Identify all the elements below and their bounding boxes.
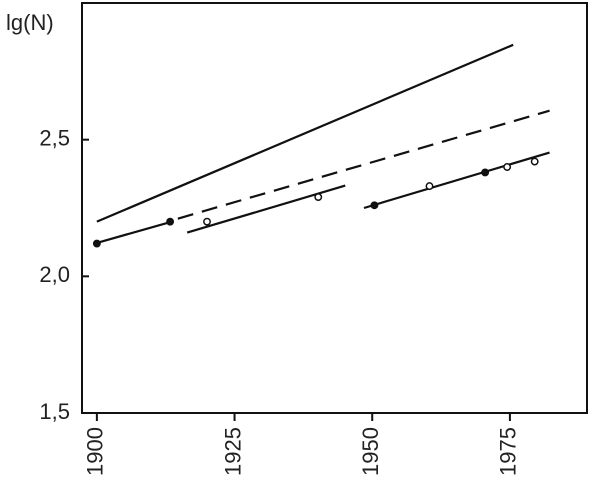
trend-line [94, 220, 173, 245]
data-point [203, 217, 211, 226]
x-tick-label: 1950 [358, 427, 383, 476]
data-point [314, 193, 323, 202]
data-point [530, 157, 539, 166]
plot-frame [81, 2, 588, 414]
y-tick-label: 1,5 [39, 399, 70, 424]
trend-line [363, 151, 550, 210]
data-point [481, 168, 490, 177]
x-tick-label: 1900 [83, 427, 108, 476]
data-point [425, 182, 434, 191]
y-axis-label: lg(N) [6, 10, 54, 35]
y-tick-label: 2,5 [39, 125, 70, 150]
data-point [503, 163, 512, 171]
data-point [166, 217, 175, 226]
data-point [370, 201, 379, 210]
data-point [92, 239, 101, 248]
y-tick-label: 2,0 [39, 262, 70, 287]
x-tick-label: 1975 [496, 427, 521, 476]
trend-line [177, 109, 550, 220]
trend-line [96, 43, 514, 223]
x-tick-label: 1925 [220, 427, 245, 476]
